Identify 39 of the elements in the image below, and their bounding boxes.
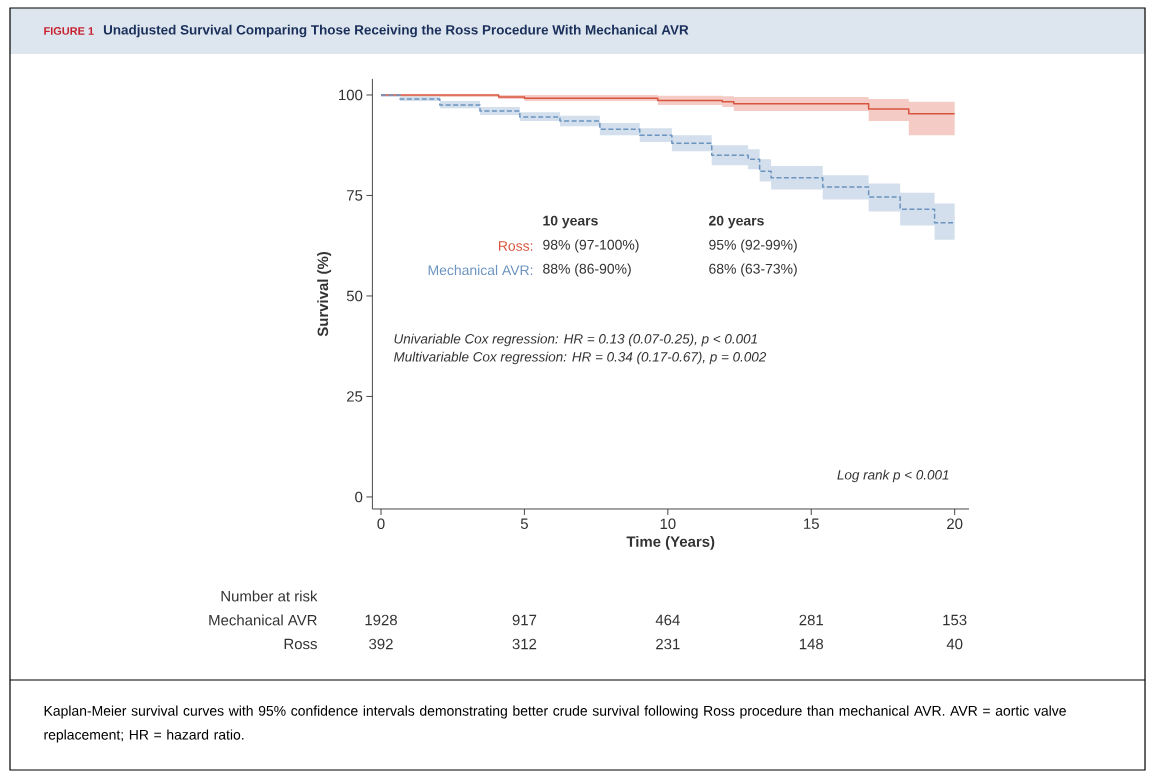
annotation: Multivariable Cox regression: HR = 0.34 (0.17-0.67), p = 0.002 [393,351,767,365]
x-axis-title: Time (Years) [626,535,715,550]
text: 148 [799,638,824,650]
x-tick-label: 0 [377,518,385,530]
text: 312 [512,638,537,650]
annotation: Log rank p < 0.001 [837,469,949,483]
text: 1928 [365,614,397,626]
annotation: 68% (63-73%) [709,263,797,277]
text: 281 [799,614,823,626]
x-tick-label: 15 [804,518,819,529]
text: Mechanical AVR [209,614,317,626]
text: 464 [655,614,680,626]
annotation: 10 years [543,215,598,229]
text: 153 [943,614,967,626]
text: Ross: [498,241,533,251]
text: Kaplan-Meier survival curves with 95% confidence intervals demonstrating better crude survival following Ross procedure than mechanical AVR. AVR = aortic valve replacement; HR = hazard ratio. [44,705,1066,743]
annotation: 98% (97-100%) [543,239,639,253]
text: Number at risk [221,590,318,602]
text: 40 [946,638,963,650]
y-tick-label: 75 [347,190,363,201]
caption: FIGURE 1 [44,27,94,35]
annotation: 95% (92-99%) [709,239,797,253]
text: Ross [284,638,317,650]
text: Mechanical AVR: [428,264,533,276]
y-tick-label: 100 [339,89,363,101]
y-axis-title: Survival (%) [317,251,332,337]
y-tick-label: 0 [355,491,363,503]
annotation: 88% (86-90%) [543,263,631,277]
annotation: 20 years [709,215,764,229]
y-tick-label: 25 [347,391,363,402]
y-tick-label: 50 [346,290,363,302]
annotation: Univariable Cox regression: HR = 0.13 (0.07-0.25), p < 0.001 [394,333,757,347]
x-tick-label: 10 [660,518,676,530]
text: 917 [512,614,537,626]
x-tick-label: 20 [947,518,963,530]
text: 392 [369,638,393,650]
text: 231 [656,638,680,650]
x-tick-label: 5 [520,518,528,529]
chart-title: Unadjusted Survival Comparing Those Receiving the Ross Procedure With Mechanical AVR [103,24,689,38]
